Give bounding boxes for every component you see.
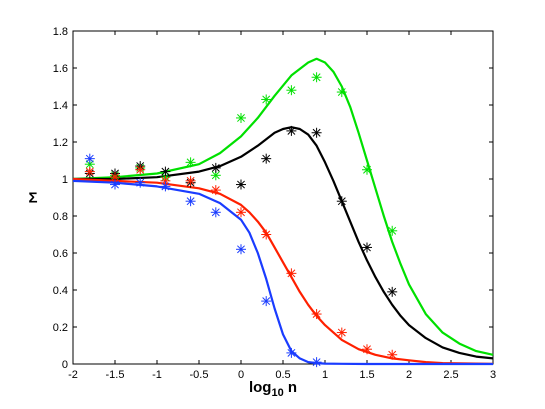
x-tick-label: 0	[238, 369, 244, 381]
data-point	[210, 207, 221, 218]
axis-ticks: -2 -1.5 -1 -0.5 0 0.5 1 1.5 2 2.5 3 0 0.2 0.4 0.6 0.8 1 1…	[53, 26, 496, 381]
axis-labels: log10 n Σ	[28, 190, 297, 400]
x-tick-label: 2	[406, 369, 412, 381]
y-tick-label: 1.2	[53, 137, 68, 149]
data-point	[286, 347, 297, 358]
data-point	[110, 179, 120, 190]
data-point	[311, 72, 322, 83]
x-tick-label: -0.5	[190, 369, 209, 381]
data-point	[210, 185, 221, 196]
data-point	[261, 296, 272, 307]
data-point	[387, 349, 398, 360]
plot-area-frame	[72, 30, 494, 365]
data-point	[236, 244, 246, 255]
data-point	[160, 166, 171, 177]
data-point	[236, 179, 246, 190]
data-point	[84, 166, 95, 177]
y-axis-label: Σ	[28, 190, 37, 207]
data-point	[160, 181, 171, 192]
y-tick-label: 1.6	[53, 63, 68, 75]
data-point	[210, 162, 221, 173]
data-point	[336, 327, 347, 338]
data-point	[336, 196, 347, 207]
data-point	[311, 357, 322, 368]
x-tick-label: -2	[68, 369, 78, 381]
data-point	[362, 164, 372, 175]
y-tick-label: 1.8	[53, 26, 68, 38]
x-axis-label: log10 n	[249, 379, 297, 399]
data-point	[362, 344, 372, 355]
data-point	[387, 286, 398, 297]
y-tick-label: 1.4	[53, 100, 68, 112]
data-point	[84, 153, 95, 164]
y-tick-label: 0.8	[53, 211, 68, 223]
data-point	[311, 127, 322, 138]
x-tick-label: 0.5	[275, 369, 290, 381]
data-point	[387, 225, 398, 236]
y-tick-label: 0.2	[53, 322, 68, 334]
data-point	[185, 175, 196, 186]
y-tick-label: 1	[62, 174, 68, 186]
data-point	[185, 157, 196, 168]
data-point	[362, 242, 372, 253]
series-curves	[72, 57, 494, 366]
data-point	[261, 229, 272, 240]
x-tick-label: 1.5	[359, 369, 374, 381]
y-tick-label: 0.6	[53, 248, 68, 260]
x-tick-label: -1	[152, 369, 162, 381]
data-point	[185, 196, 196, 207]
series-points	[84, 72, 398, 368]
series-line-0	[72, 57, 494, 356]
data-point	[261, 153, 272, 164]
x-tick-label: 3	[490, 369, 496, 381]
data-point	[135, 164, 146, 175]
x-tick-label: 2.5	[443, 369, 458, 381]
data-point	[135, 177, 146, 188]
data-point	[311, 309, 322, 320]
data-point	[236, 112, 246, 123]
data-point	[286, 85, 297, 96]
y-tick-label: 0	[62, 359, 68, 371]
x-tick-label: 1	[322, 369, 328, 381]
data-point	[286, 268, 297, 279]
series-line-2	[72, 177, 494, 365]
series-line-1	[73, 126, 494, 360]
data-point	[236, 207, 246, 218]
data-point	[261, 94, 272, 105]
x-tick-label: -1.5	[106, 369, 125, 381]
data-point	[336, 87, 347, 98]
data-point	[286, 125, 297, 136]
y-tick-label: 0.4	[53, 285, 68, 297]
data-point	[210, 170, 221, 181]
series-line-3	[72, 179, 493, 366]
